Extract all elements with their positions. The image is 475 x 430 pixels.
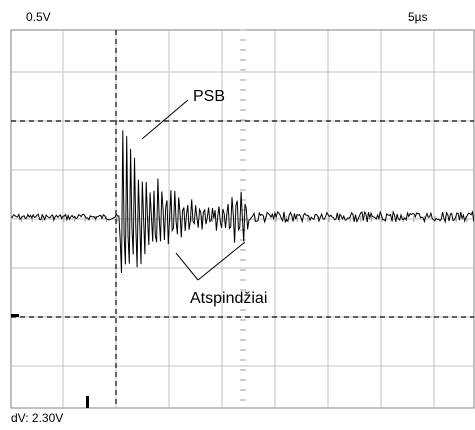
echo-leader-line-left — [175, 252, 199, 281]
waveform-trace — [10, 130, 475, 274]
echoes-label: Atspindžiai — [190, 290, 267, 307]
ground-level-marker — [11, 314, 19, 317]
time-per-div-label: 5µs — [408, 10, 428, 24]
volts-per-div-label: 0.5V — [26, 10, 51, 24]
echo-leader-line-right — [197, 241, 246, 281]
psb-label: PSB — [193, 88, 225, 105]
trigger-position-marker — [86, 396, 89, 408]
dv-readout: dV: 2.30V — [11, 411, 64, 425]
psb-leader-line — [141, 99, 189, 140]
